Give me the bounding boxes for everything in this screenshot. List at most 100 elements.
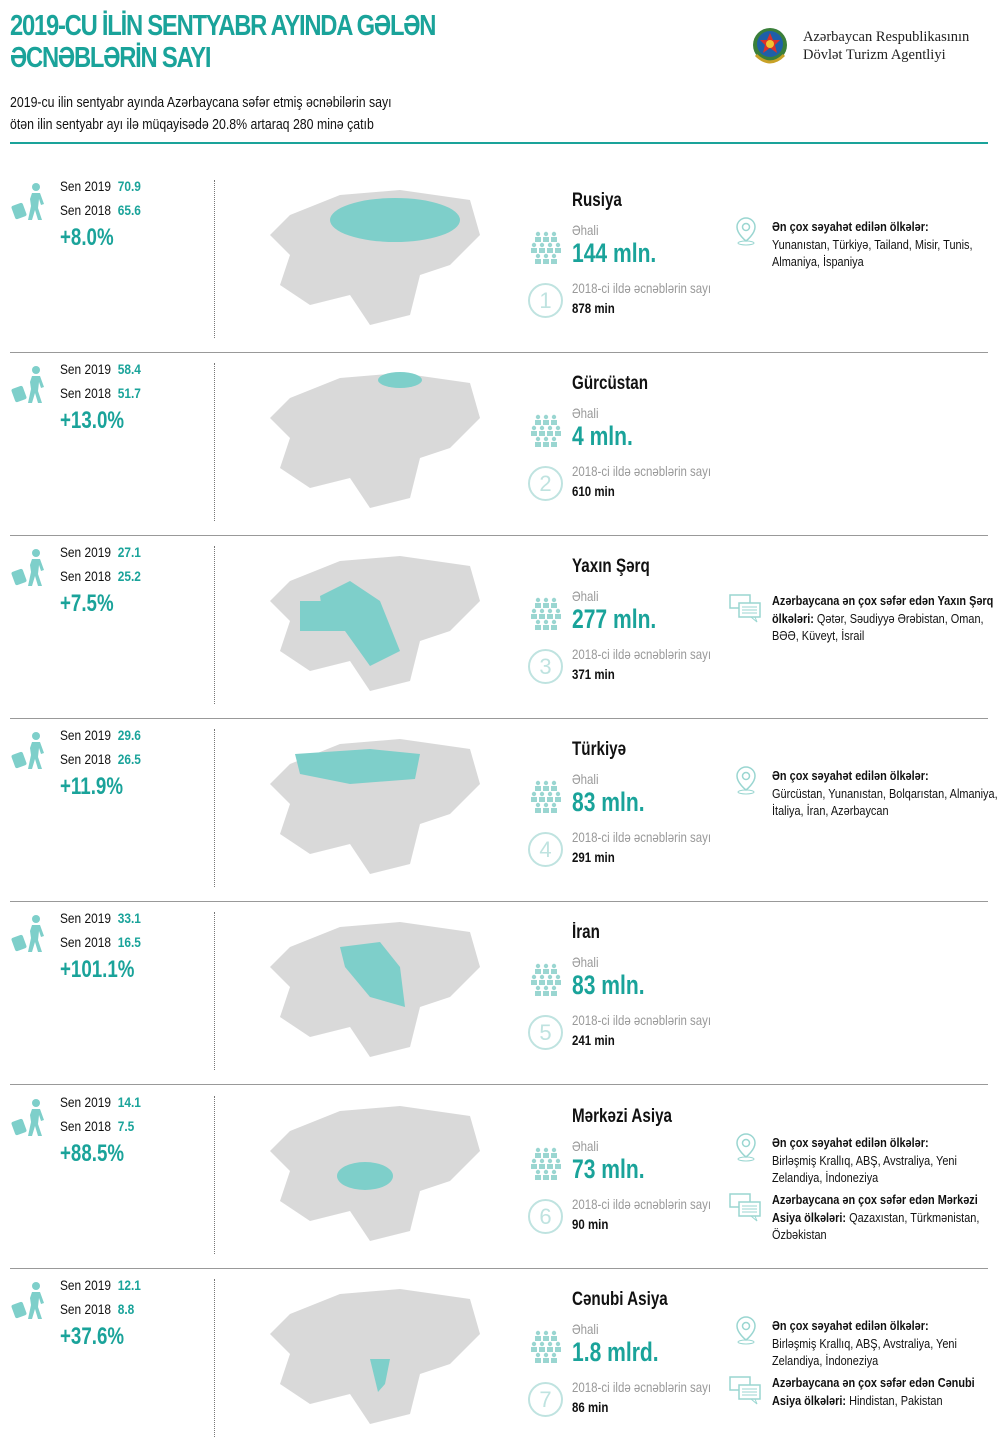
most-visited-countries: Ən çox səyahət edilən ölkələr: Gürcüstan,… — [772, 768, 998, 818]
visitors-2018-label: 2018-ci ildə əcnəblərin sayı — [572, 829, 712, 845]
highlighted-region — [378, 372, 422, 388]
population-value: 1.8 mlrd. — [572, 1337, 659, 1367]
region-map — [270, 739, 480, 874]
region-name: İran — [572, 922, 600, 943]
highlighted-region — [370, 1359, 390, 1392]
visitors-2018-value: 878 min — [572, 300, 615, 316]
visitors-2018-value: 610 min — [572, 483, 615, 499]
population-label: Əhali — [572, 771, 599, 787]
region-name: Gürcüstan — [572, 373, 649, 394]
row-divider — [10, 901, 988, 902]
population-icon — [531, 963, 561, 996]
population-label: Əhali — [572, 1321, 599, 1337]
chat-icon — [728, 1374, 761, 1406]
row-divider — [10, 718, 988, 719]
region-map — [270, 372, 480, 508]
sep-2018-stat: Sen 2018 8.8 — [60, 1301, 135, 1317]
sep-2018-stat: Sen 2018 51.7 — [60, 385, 141, 401]
visitors-2018-label: 2018-ci ildə əcnəblərin sayı — [572, 1012, 712, 1028]
region-name: Rusiya — [572, 190, 622, 211]
region-name: Yaxın Şərq — [572, 556, 650, 577]
population-value: 4 mln. — [572, 421, 633, 451]
population-value: 83 mln. — [572, 787, 645, 817]
rank-number: 7 — [528, 1382, 563, 1417]
region-name: Mərkəzi Asiya — [572, 1106, 672, 1127]
location-pin-icon — [730, 1314, 762, 1346]
traveler-icon — [11, 183, 44, 220]
location-pin-icon — [730, 764, 762, 796]
dotted-divider — [214, 546, 215, 704]
region-row: Sen 2019 12.1 Sen 2018 8.8 +37.6% Cənubi A… — [0, 1269, 1000, 1452]
region-map — [270, 1289, 480, 1424]
sep-2019-stat: Sen 2019 12.1 — [60, 1277, 141, 1293]
top-source-countries: Azərbaycana ən çox səfər edən Mərkəzi As… — [772, 1192, 980, 1242]
top-source-countries: Azərbaycana ən çox səfər edən Yaxın Şərq… — [772, 593, 994, 643]
population-value: 144 mln. — [572, 238, 657, 268]
dotted-divider — [214, 1096, 215, 1254]
most-visited-countries: Ən çox səyahət edilən ölkələr: Birləşmiş … — [772, 1318, 957, 1368]
traveler-icon — [11, 549, 44, 586]
sep-2019-stat: Sen 2019 70.9 — [60, 178, 141, 194]
sep-2018-stat: Sen 2018 7.5 — [60, 1118, 135, 1134]
traveler-icon — [11, 366, 44, 403]
sep-2019-stat: Sen 2019 58.4 — [60, 361, 141, 377]
change-percent: +13.0% — [60, 407, 125, 434]
change-percent: +37.6% — [60, 1323, 125, 1350]
row-divider — [10, 1268, 988, 1269]
intro-text: 2019-cu ilin sentyabr ayında Azərbaycana… — [10, 95, 392, 133]
coat-of-arms-logo — [753, 28, 787, 64]
sep-2019-stat: Sen 2019 29.6 — [60, 727, 141, 743]
visitors-2018-value: 241 min — [572, 1032, 615, 1048]
visitors-2018-label: 2018-ci ildə əcnəblərin sayı — [572, 1196, 712, 1212]
top-source-countries: Azərbaycana ən çox səfər edən Cənubi Asi… — [772, 1375, 975, 1408]
change-percent: +101.1% — [60, 956, 135, 983]
highlighted-region — [330, 198, 460, 242]
visitors-2018-value: 371 min — [572, 666, 615, 682]
highlighted-region — [340, 942, 405, 1007]
row-divider — [10, 535, 988, 536]
region-name: Türkiyə — [572, 739, 627, 760]
highlighted-region — [295, 749, 420, 784]
region-map — [270, 556, 480, 691]
sep-2018-stat: Sen 2018 26.5 — [60, 751, 141, 767]
population-value: 73 mln. — [572, 1154, 645, 1184]
change-percent: +7.5% — [60, 590, 114, 617]
population-value: 277 mln. — [572, 604, 657, 634]
location-pin-icon — [730, 215, 762, 247]
divider — [10, 142, 988, 144]
region-map — [270, 1106, 480, 1241]
rank-number: 5 — [528, 1015, 563, 1050]
traveler-icon — [11, 732, 44, 769]
dotted-divider — [214, 180, 215, 338]
change-percent: +88.5% — [60, 1140, 125, 1167]
dotted-divider — [214, 729, 215, 887]
highlighted-region — [337, 1162, 393, 1190]
highlighted-region — [300, 581, 400, 666]
page-title: 2019-CU İLİN SENTYABR AYINDA GƏLƏN ƏCNƏB… — [10, 10, 436, 74]
dotted-divider — [214, 1279, 215, 1437]
row-divider — [10, 352, 988, 353]
visitors-2018-value: 90 min — [572, 1216, 609, 1232]
region-row: Sen 2019 33.1 Sen 2018 16.5 +101.1% İran Ə… — [0, 902, 1000, 1085]
rank-number: 1 — [528, 283, 563, 318]
population-label: Əhali — [572, 588, 599, 604]
change-percent: +11.9% — [60, 773, 123, 800]
sep-2018-stat: Sen 2018 65.6 — [60, 202, 141, 218]
rank-number: 4 — [528, 832, 563, 867]
dotted-divider — [214, 912, 215, 1070]
region-row: Sen 2019 29.6 Sen 2018 26.5 +11.9% Türkiyə… — [0, 719, 1000, 902]
region-row: Sen 2019 14.1 Sen 2018 7.5 +88.5% Mərkəzi … — [0, 1086, 1000, 1269]
rank-number: 2 — [528, 466, 563, 501]
chat-icon — [728, 592, 761, 624]
visitors-2018-label: 2018-ci ildə əcnəblərin sayı — [572, 1379, 712, 1395]
population-icon — [531, 414, 561, 447]
rank-number: 6 — [528, 1199, 563, 1234]
population-icon — [531, 231, 561, 264]
location-pin-icon — [730, 1131, 762, 1163]
population-icon — [531, 780, 561, 813]
population-icon — [531, 597, 561, 630]
population-icon — [531, 1330, 561, 1363]
population-label: Əhali — [572, 222, 599, 238]
region-name: Cənubi Asiya — [572, 1289, 668, 1310]
visitors-2018-label: 2018-ci ildə əcnəblərin sayı — [572, 280, 712, 296]
